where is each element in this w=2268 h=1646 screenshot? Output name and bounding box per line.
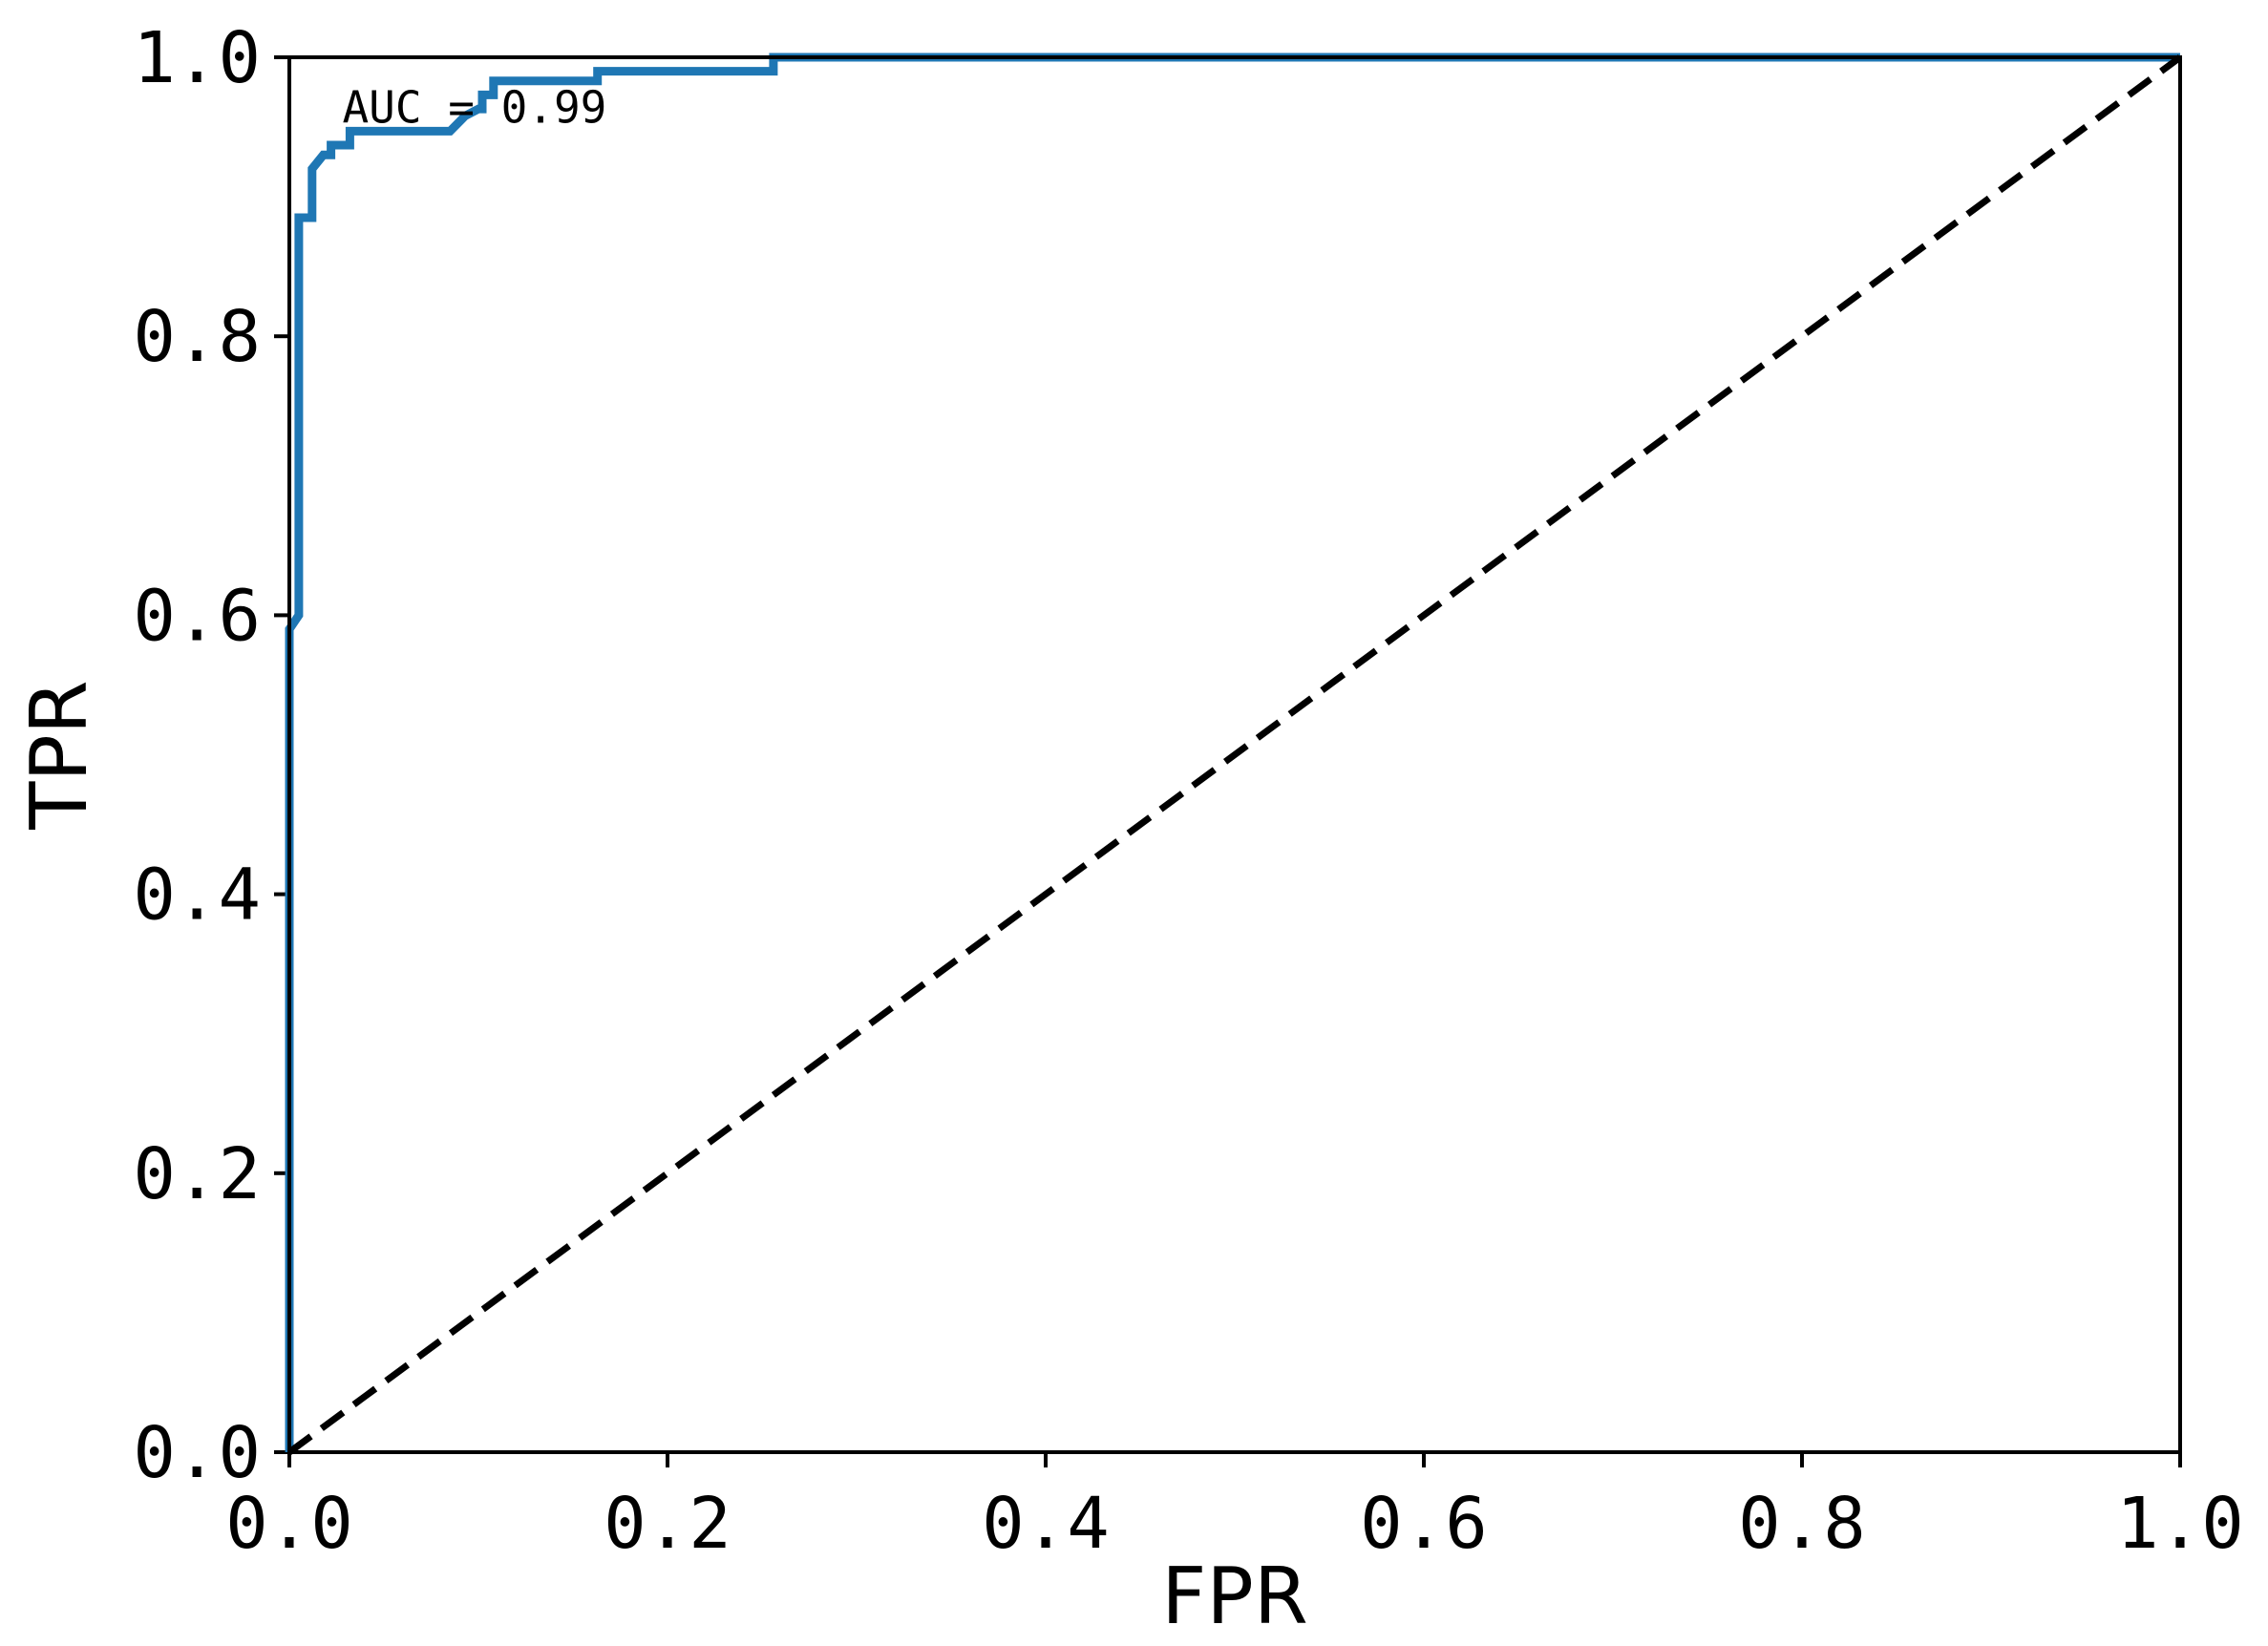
x-tick-label: 0.0: [225, 1483, 353, 1565]
x-tick-label: 0.2: [604, 1483, 731, 1565]
x-tick-label: 0.8: [1738, 1483, 1866, 1565]
y-tick-label: 0.0: [133, 1412, 261, 1494]
x-axis-label: FPR: [1161, 1551, 1308, 1642]
x-axis-ticks: 0.0 0.2 0.4 0.6 0.8 1.0: [225, 1452, 2244, 1565]
series-layer: [285, 53, 2183, 1455]
y-tick-label: 0.6: [133, 575, 261, 657]
plot-frame: [287, 55, 2182, 1454]
y-tick-label: 0.2: [133, 1133, 261, 1215]
y-axis-label: TPR: [14, 680, 105, 831]
chance-diagonal-line: [286, 54, 2183, 1455]
y-axis-ticks: 0.0 0.2 0.4 0.6 0.8 1.0: [133, 17, 289, 1494]
roc-curve-line: [285, 53, 2180, 1452]
x-tick-label: 0.6: [1360, 1483, 1488, 1565]
x-tick-label: 1.0: [2116, 1483, 2244, 1565]
x-tick-label: 0.4: [982, 1483, 1110, 1565]
y-tick-label: 0.4: [133, 855, 261, 937]
y-tick-label: 1.0: [133, 17, 261, 99]
auc-annotation: AUC = 0.99: [342, 82, 606, 134]
y-tick-label: 0.8: [133, 296, 261, 378]
